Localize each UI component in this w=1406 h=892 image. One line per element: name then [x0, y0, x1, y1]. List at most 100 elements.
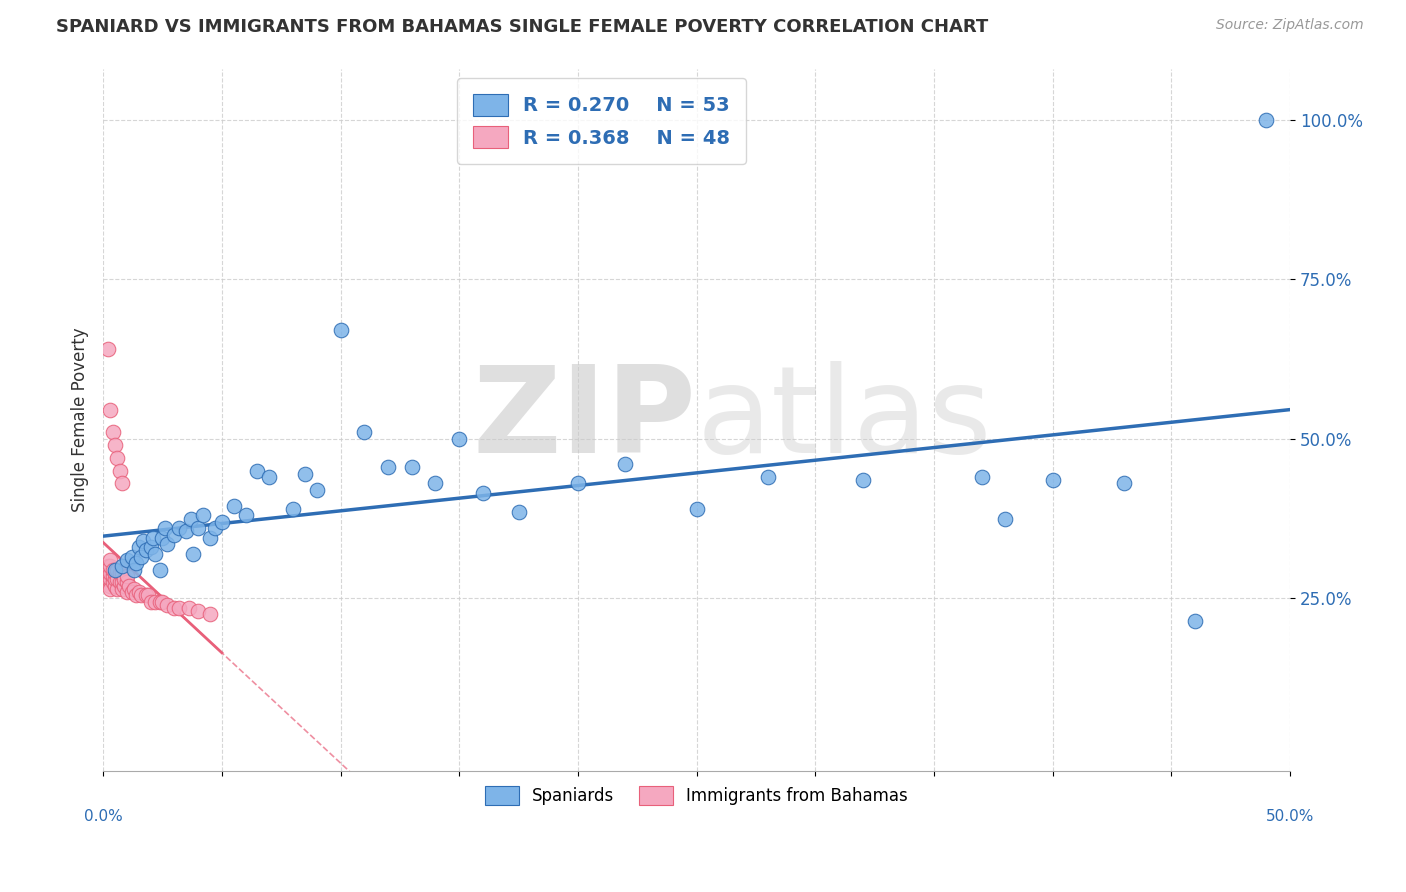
Point	[97, 566, 120, 580]
Point	[104, 566, 127, 580]
Point	[152, 594, 174, 608]
Point	[105, 582, 128, 596]
Point	[167, 521, 190, 535]
Point	[187, 521, 209, 535]
Point	[111, 582, 134, 596]
Point	[111, 566, 134, 580]
Point	[211, 515, 233, 529]
Point	[104, 578, 127, 592]
Point	[152, 531, 174, 545]
Point	[105, 563, 128, 577]
Point	[94, 569, 117, 583]
Point	[156, 598, 179, 612]
Point	[259, 470, 281, 484]
Point	[567, 476, 589, 491]
Point	[191, 508, 214, 523]
Point	[98, 572, 121, 586]
Point	[111, 559, 134, 574]
Point	[135, 543, 157, 558]
Point	[377, 460, 399, 475]
Point	[108, 575, 131, 590]
Point	[198, 531, 221, 545]
Point	[1112, 476, 1135, 491]
Point	[174, 524, 197, 539]
Point	[98, 582, 121, 596]
Legend: R = 0.270    N = 53, R = 0.368    N = 48: R = 0.270 N = 53, R = 0.368 N = 48	[457, 78, 747, 164]
Point	[97, 559, 120, 574]
Text: SPANIARD VS IMMIGRANTS FROM BAHAMAS SINGLE FEMALE POVERTY CORRELATION CHART: SPANIARD VS IMMIGRANTS FROM BAHAMAS SING…	[56, 18, 988, 36]
Point	[149, 563, 172, 577]
Point	[401, 460, 423, 475]
Point	[128, 585, 150, 599]
Text: ZIP: ZIP	[472, 361, 696, 478]
Point	[118, 578, 141, 592]
Point	[852, 473, 875, 487]
Point	[114, 572, 136, 586]
Point	[425, 476, 447, 491]
Point	[685, 502, 707, 516]
Y-axis label: Single Female Poverty: Single Female Poverty	[72, 327, 89, 512]
Point	[508, 505, 530, 519]
Point	[156, 537, 179, 551]
Point	[122, 563, 145, 577]
Point	[101, 563, 124, 577]
Point	[143, 547, 166, 561]
Point	[449, 432, 471, 446]
Point	[305, 483, 328, 497]
Point	[122, 582, 145, 596]
Point	[129, 588, 152, 602]
Point	[104, 438, 127, 452]
Point	[204, 521, 226, 535]
Point	[128, 541, 150, 555]
Point	[104, 572, 127, 586]
Point	[115, 575, 138, 590]
Point	[101, 575, 124, 590]
Point	[143, 594, 166, 608]
Point	[472, 486, 495, 500]
Point	[121, 585, 143, 599]
Point	[115, 553, 138, 567]
Point	[101, 425, 124, 440]
Point	[142, 531, 165, 545]
Point	[98, 403, 121, 417]
Text: Source: ZipAtlas.com: Source: ZipAtlas.com	[1216, 18, 1364, 32]
Point	[136, 588, 159, 602]
Point	[246, 464, 269, 478]
Point	[114, 578, 136, 592]
Point	[105, 572, 128, 586]
Point	[198, 607, 221, 622]
Point	[614, 458, 637, 472]
Point	[135, 588, 157, 602]
Point	[222, 499, 245, 513]
Point	[105, 450, 128, 465]
Point	[994, 511, 1017, 525]
Point	[129, 549, 152, 564]
Point	[108, 464, 131, 478]
Point	[111, 476, 134, 491]
Point	[1256, 112, 1278, 127]
Text: 0.0%: 0.0%	[84, 809, 122, 824]
Point	[329, 323, 352, 337]
Point	[97, 343, 120, 357]
Point	[108, 566, 131, 580]
Text: 50.0%: 50.0%	[1265, 809, 1315, 824]
Text: atlas: atlas	[696, 361, 993, 478]
Point	[101, 569, 124, 583]
Point	[153, 521, 176, 535]
Point	[125, 556, 148, 570]
Point	[294, 467, 316, 481]
Point	[104, 563, 127, 577]
Point	[970, 470, 993, 484]
Point	[1184, 614, 1206, 628]
Point	[97, 572, 120, 586]
Point	[98, 578, 121, 592]
Point	[94, 563, 117, 577]
Point	[183, 547, 205, 561]
Point	[111, 575, 134, 590]
Point	[115, 585, 138, 599]
Point	[163, 527, 186, 541]
Point	[98, 553, 121, 567]
Point	[115, 569, 138, 583]
Point	[139, 541, 162, 555]
Point	[139, 594, 162, 608]
